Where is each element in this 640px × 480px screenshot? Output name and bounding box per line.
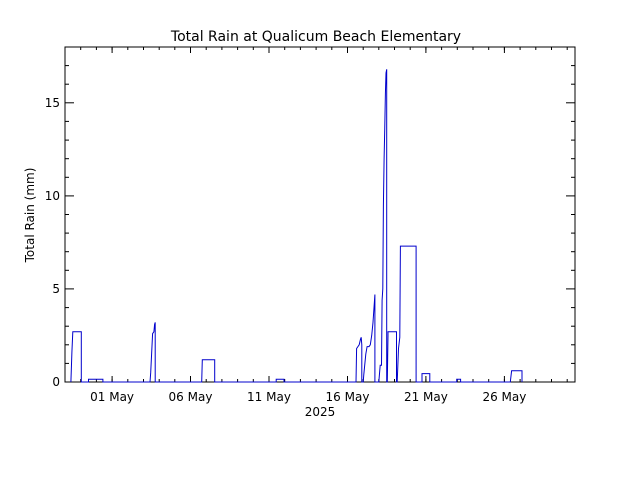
plot-frame: [64, 46, 576, 383]
series-layer: [70, 69, 523, 383]
y-tick-label: 10: [45, 189, 60, 203]
y-axis-ticks: 0 5 10 15: [45, 46, 575, 389]
chart-title: Total Rain at Qualicum Beach Elementary: [170, 29, 461, 45]
y-tick-label: 0: [52, 375, 60, 389]
x-tick-label: 26 May: [482, 390, 526, 404]
x-tick-label: 06 May: [169, 390, 213, 404]
x-axis-ticks: 01 May 06 May 11 May 16 May 21 May 26 May: [80, 47, 568, 404]
x-tick-label: 11 May: [247, 390, 291, 404]
y-tick-label: 5: [52, 282, 60, 296]
x-tick-label: 16 May: [326, 390, 370, 404]
x-tick-label: 21 May: [404, 390, 448, 404]
rain-series-line: [70, 69, 523, 383]
y-axis-label: Total Rain (mm): [23, 168, 37, 264]
x-tick-label: 01 May: [90, 390, 134, 404]
x-axis-label: 2025: [305, 405, 336, 419]
y-tick-label: 15: [45, 96, 60, 110]
